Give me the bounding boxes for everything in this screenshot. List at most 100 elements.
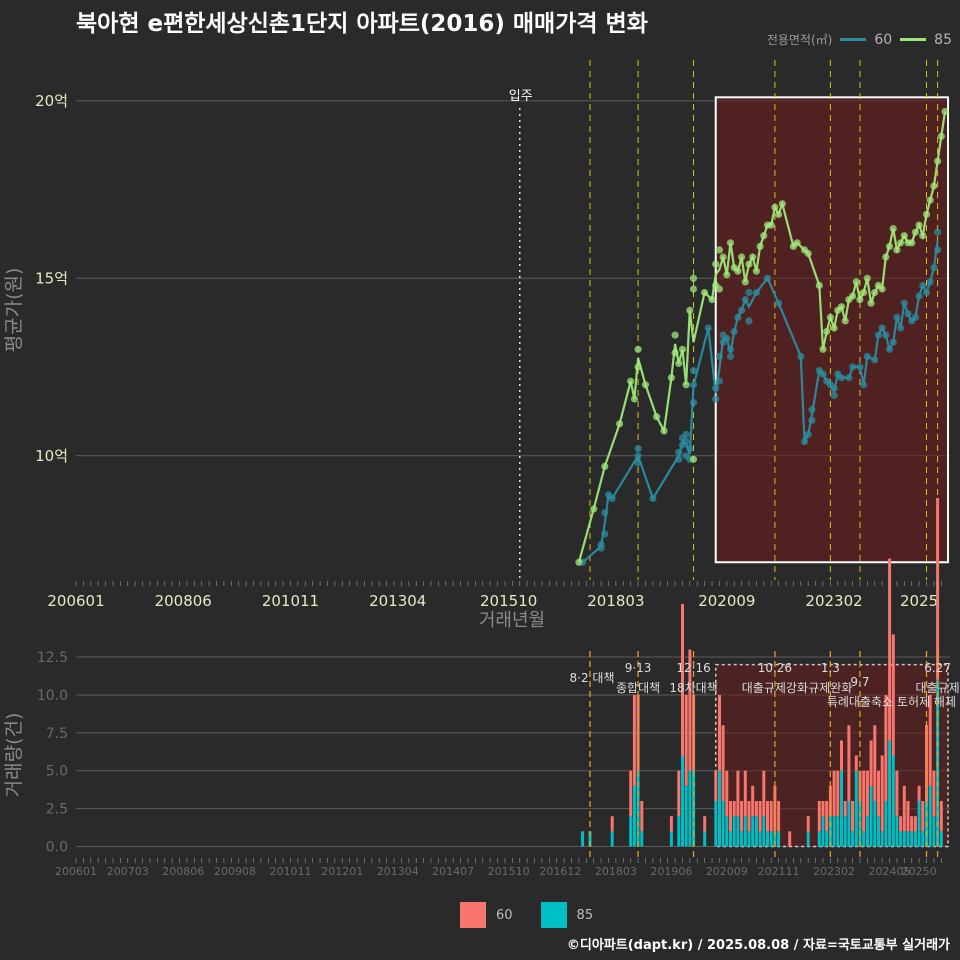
bar-85 (884, 801, 888, 847)
data-point-85 (689, 455, 698, 463)
bar-85 (840, 770, 843, 847)
data-point-60 (686, 445, 694, 453)
bar-60 (629, 770, 633, 817)
bar-60 (906, 801, 910, 832)
bar-60 (773, 785, 777, 832)
legend-top-swatch-85 (900, 38, 927, 41)
data-point-85 (749, 253, 757, 261)
bar-85 (895, 816, 899, 847)
data-point-85 (934, 157, 942, 165)
data-point-60 (885, 345, 894, 353)
x-tick-label-bottom: 202405 (869, 865, 911, 878)
bar-85 (913, 831, 917, 847)
legend-bottom-swatch-85 (540, 902, 567, 928)
data-point-60 (601, 508, 609, 517)
bar-60 (714, 770, 718, 801)
data-point-60 (712, 384, 720, 392)
bar-60 (921, 801, 925, 832)
data-point-60 (911, 313, 920, 321)
data-point-60 (675, 455, 683, 463)
bar-85 (681, 755, 684, 847)
bar-60 (610, 816, 614, 832)
data-point-85 (856, 296, 864, 304)
data-point-60 (926, 278, 934, 286)
bar-85 (718, 770, 721, 847)
data-point-60 (845, 374, 853, 382)
x-tick-label-top: 201011 (262, 592, 319, 610)
bar-60 (736, 770, 740, 817)
data-point-60 (819, 370, 827, 378)
data-point-85 (930, 182, 938, 190)
y-tick-label-bottom: 5.0 (46, 764, 68, 780)
data-point-60 (634, 452, 642, 460)
bar-85 (877, 816, 880, 847)
bar-60 (817, 801, 821, 832)
data-point-85 (575, 558, 583, 566)
x-tick-label-top: 201510 (480, 592, 537, 610)
bar-85 (880, 831, 884, 847)
bar-60 (917, 785, 921, 801)
bar-85 (762, 816, 766, 847)
data-point-85 (719, 253, 727, 261)
data-point-85 (723, 271, 731, 279)
bar-60 (910, 816, 914, 832)
bar-85 (610, 831, 614, 847)
bar-60 (788, 831, 792, 847)
bar-85 (869, 785, 873, 847)
data-point-85 (911, 228, 920, 236)
series-points-60 (579, 228, 942, 566)
x-minor-ticks-bottom (75, 858, 942, 863)
data-point-60 (800, 438, 809, 446)
data-point-85 (738, 253, 746, 261)
bar-85 (902, 831, 906, 847)
bar-85 (854, 770, 858, 847)
data-point-60 (649, 494, 657, 502)
data-point-60 (804, 430, 812, 439)
bar-85 (640, 831, 644, 847)
x-tick-label-bottom: 202111 (758, 865, 800, 878)
policy-text-label: 8·2 대책 (570, 670, 615, 685)
x-tick-label-bottom: 201803 (595, 865, 637, 878)
data-point-85 (908, 239, 916, 247)
data-point-85 (686, 306, 694, 314)
bar-85 (581, 831, 585, 847)
move-in-label: 입주 (509, 89, 533, 104)
x-tick-label-top: 200806 (155, 592, 212, 610)
x-tick-label-bottom: 201612 (539, 865, 581, 878)
data-point-85 (823, 327, 831, 336)
data-point-85 (882, 253, 890, 261)
policy-date-label: 9.7 (850, 675, 869, 689)
bar-60 (880, 755, 884, 832)
bar-60 (913, 816, 917, 832)
bar-60 (836, 770, 840, 817)
bar-60 (843, 801, 847, 817)
bar-85 (917, 801, 921, 847)
data-point-60 (808, 406, 816, 414)
bar-85 (928, 785, 932, 847)
bar-85 (736, 816, 740, 847)
data-point-60 (930, 264, 938, 272)
bar-85 (714, 801, 718, 847)
data-point-60 (900, 299, 908, 307)
legend-bottom-swatch-60 (460, 902, 486, 928)
data-point-85 (793, 239, 801, 247)
bar-60 (766, 801, 769, 832)
data-point-85 (708, 296, 716, 304)
data-point-85 (682, 381, 690, 389)
policy-text-label: 종합대책 (616, 680, 660, 695)
data-point-85 (634, 345, 642, 353)
data-point-60 (726, 352, 735, 360)
y-tick-label-bottom: 7.5 (46, 726, 68, 742)
bar-60 (873, 725, 877, 801)
bar-60 (703, 816, 707, 832)
bar-60 (851, 801, 855, 832)
bar-85 (921, 831, 925, 847)
bar-60 (884, 694, 888, 801)
data-point-60 (689, 367, 698, 375)
data-point-85 (689, 274, 698, 282)
bar-85 (758, 831, 762, 847)
bar-85 (825, 831, 829, 847)
x-tick-label-bottom: 201011 (269, 865, 311, 878)
bar-60 (721, 725, 725, 801)
